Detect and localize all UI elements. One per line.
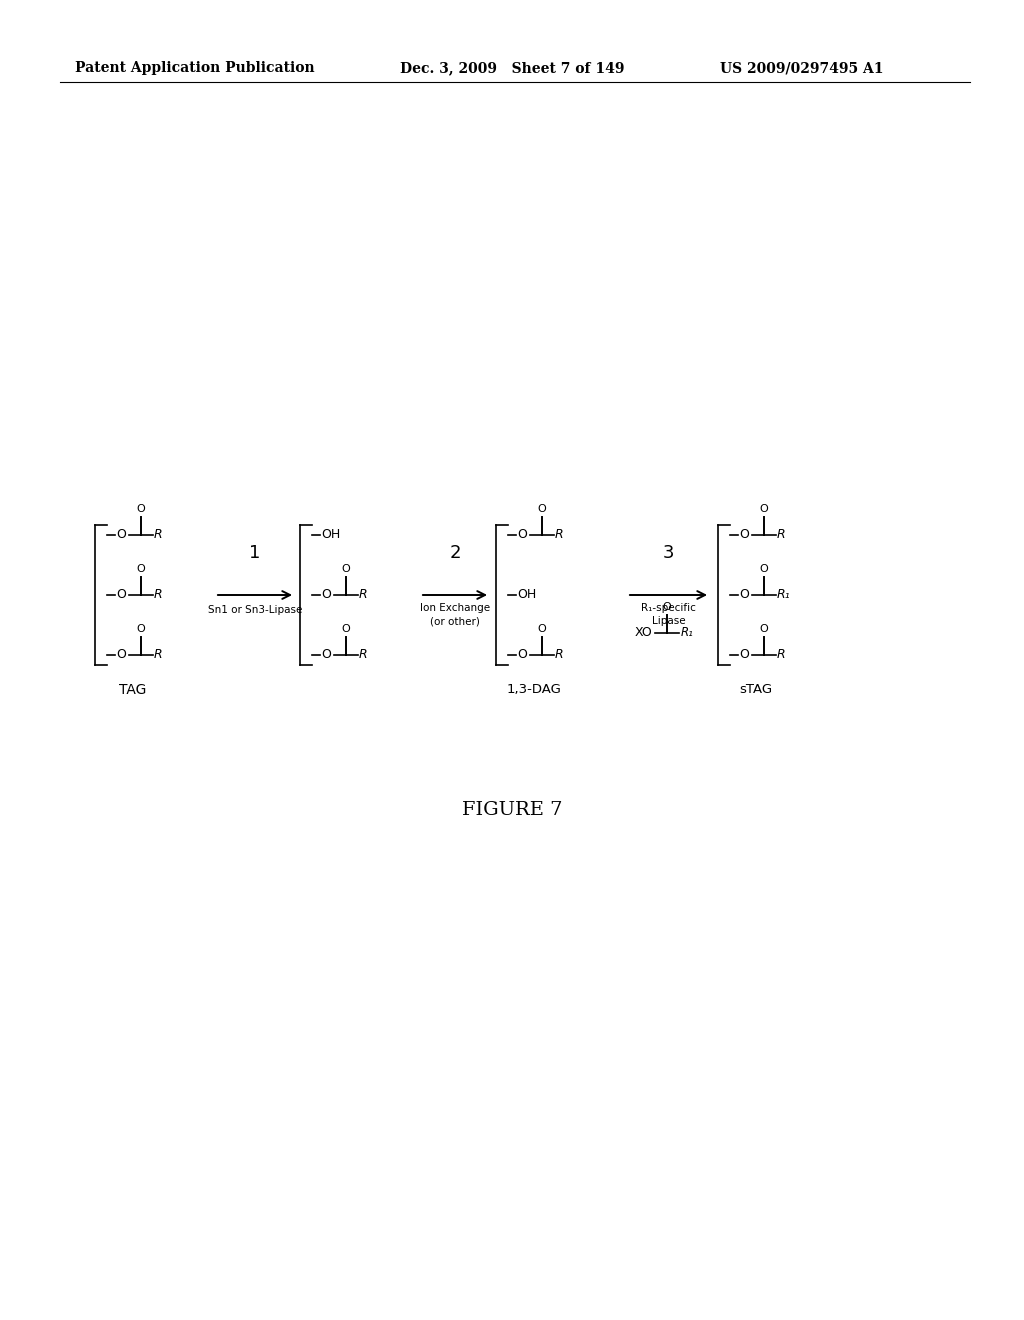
Text: O: O	[760, 624, 768, 634]
Text: OH: OH	[517, 589, 537, 602]
Text: O: O	[760, 564, 768, 574]
Text: OH: OH	[321, 528, 340, 541]
Text: R: R	[154, 589, 163, 602]
Text: O: O	[342, 564, 350, 574]
Text: R₁-specific: R₁-specific	[641, 603, 696, 612]
Text: O: O	[517, 528, 527, 541]
Text: Sn1 or Sn3-Lipase: Sn1 or Sn3-Lipase	[208, 605, 302, 615]
Text: O: O	[321, 589, 331, 602]
Text: O: O	[116, 589, 126, 602]
Text: O: O	[116, 648, 126, 661]
Text: O: O	[739, 648, 749, 661]
Text: Lipase: Lipase	[651, 616, 685, 626]
Text: O: O	[517, 648, 527, 661]
Text: R: R	[777, 648, 785, 661]
Text: O: O	[321, 648, 331, 661]
Text: sTAG: sTAG	[739, 682, 772, 696]
Text: O: O	[538, 624, 547, 634]
Text: O: O	[760, 504, 768, 513]
Text: R₁: R₁	[681, 627, 694, 639]
Text: O: O	[116, 528, 126, 541]
Text: R: R	[555, 528, 563, 541]
Text: R: R	[154, 528, 163, 541]
Text: O: O	[342, 624, 350, 634]
Text: O: O	[136, 504, 145, 513]
Text: O: O	[739, 528, 749, 541]
Text: XO: XO	[635, 627, 652, 639]
Text: 2: 2	[450, 544, 461, 562]
Text: R: R	[359, 648, 368, 661]
Text: 1: 1	[249, 544, 261, 562]
Text: 1,3-DAG: 1,3-DAG	[507, 682, 561, 696]
Text: R: R	[777, 528, 785, 541]
Text: R: R	[154, 648, 163, 661]
Text: Patent Application Publication: Patent Application Publication	[75, 61, 314, 75]
Text: O: O	[538, 504, 547, 513]
Text: (or other): (or other)	[430, 616, 480, 626]
Text: TAG: TAG	[120, 682, 146, 697]
Text: R₁: R₁	[777, 589, 791, 602]
Text: O: O	[136, 564, 145, 574]
Text: R: R	[359, 589, 368, 602]
Text: FIGURE 7: FIGURE 7	[462, 801, 562, 818]
Text: R: R	[555, 648, 563, 661]
Text: O: O	[136, 624, 145, 634]
Text: Dec. 3, 2009   Sheet 7 of 149: Dec. 3, 2009 Sheet 7 of 149	[400, 61, 625, 75]
Text: US 2009/0297495 A1: US 2009/0297495 A1	[720, 61, 884, 75]
Text: O: O	[663, 602, 672, 612]
Text: 3: 3	[663, 544, 674, 562]
Text: Ion Exchange: Ion Exchange	[420, 603, 490, 612]
Text: O: O	[739, 589, 749, 602]
